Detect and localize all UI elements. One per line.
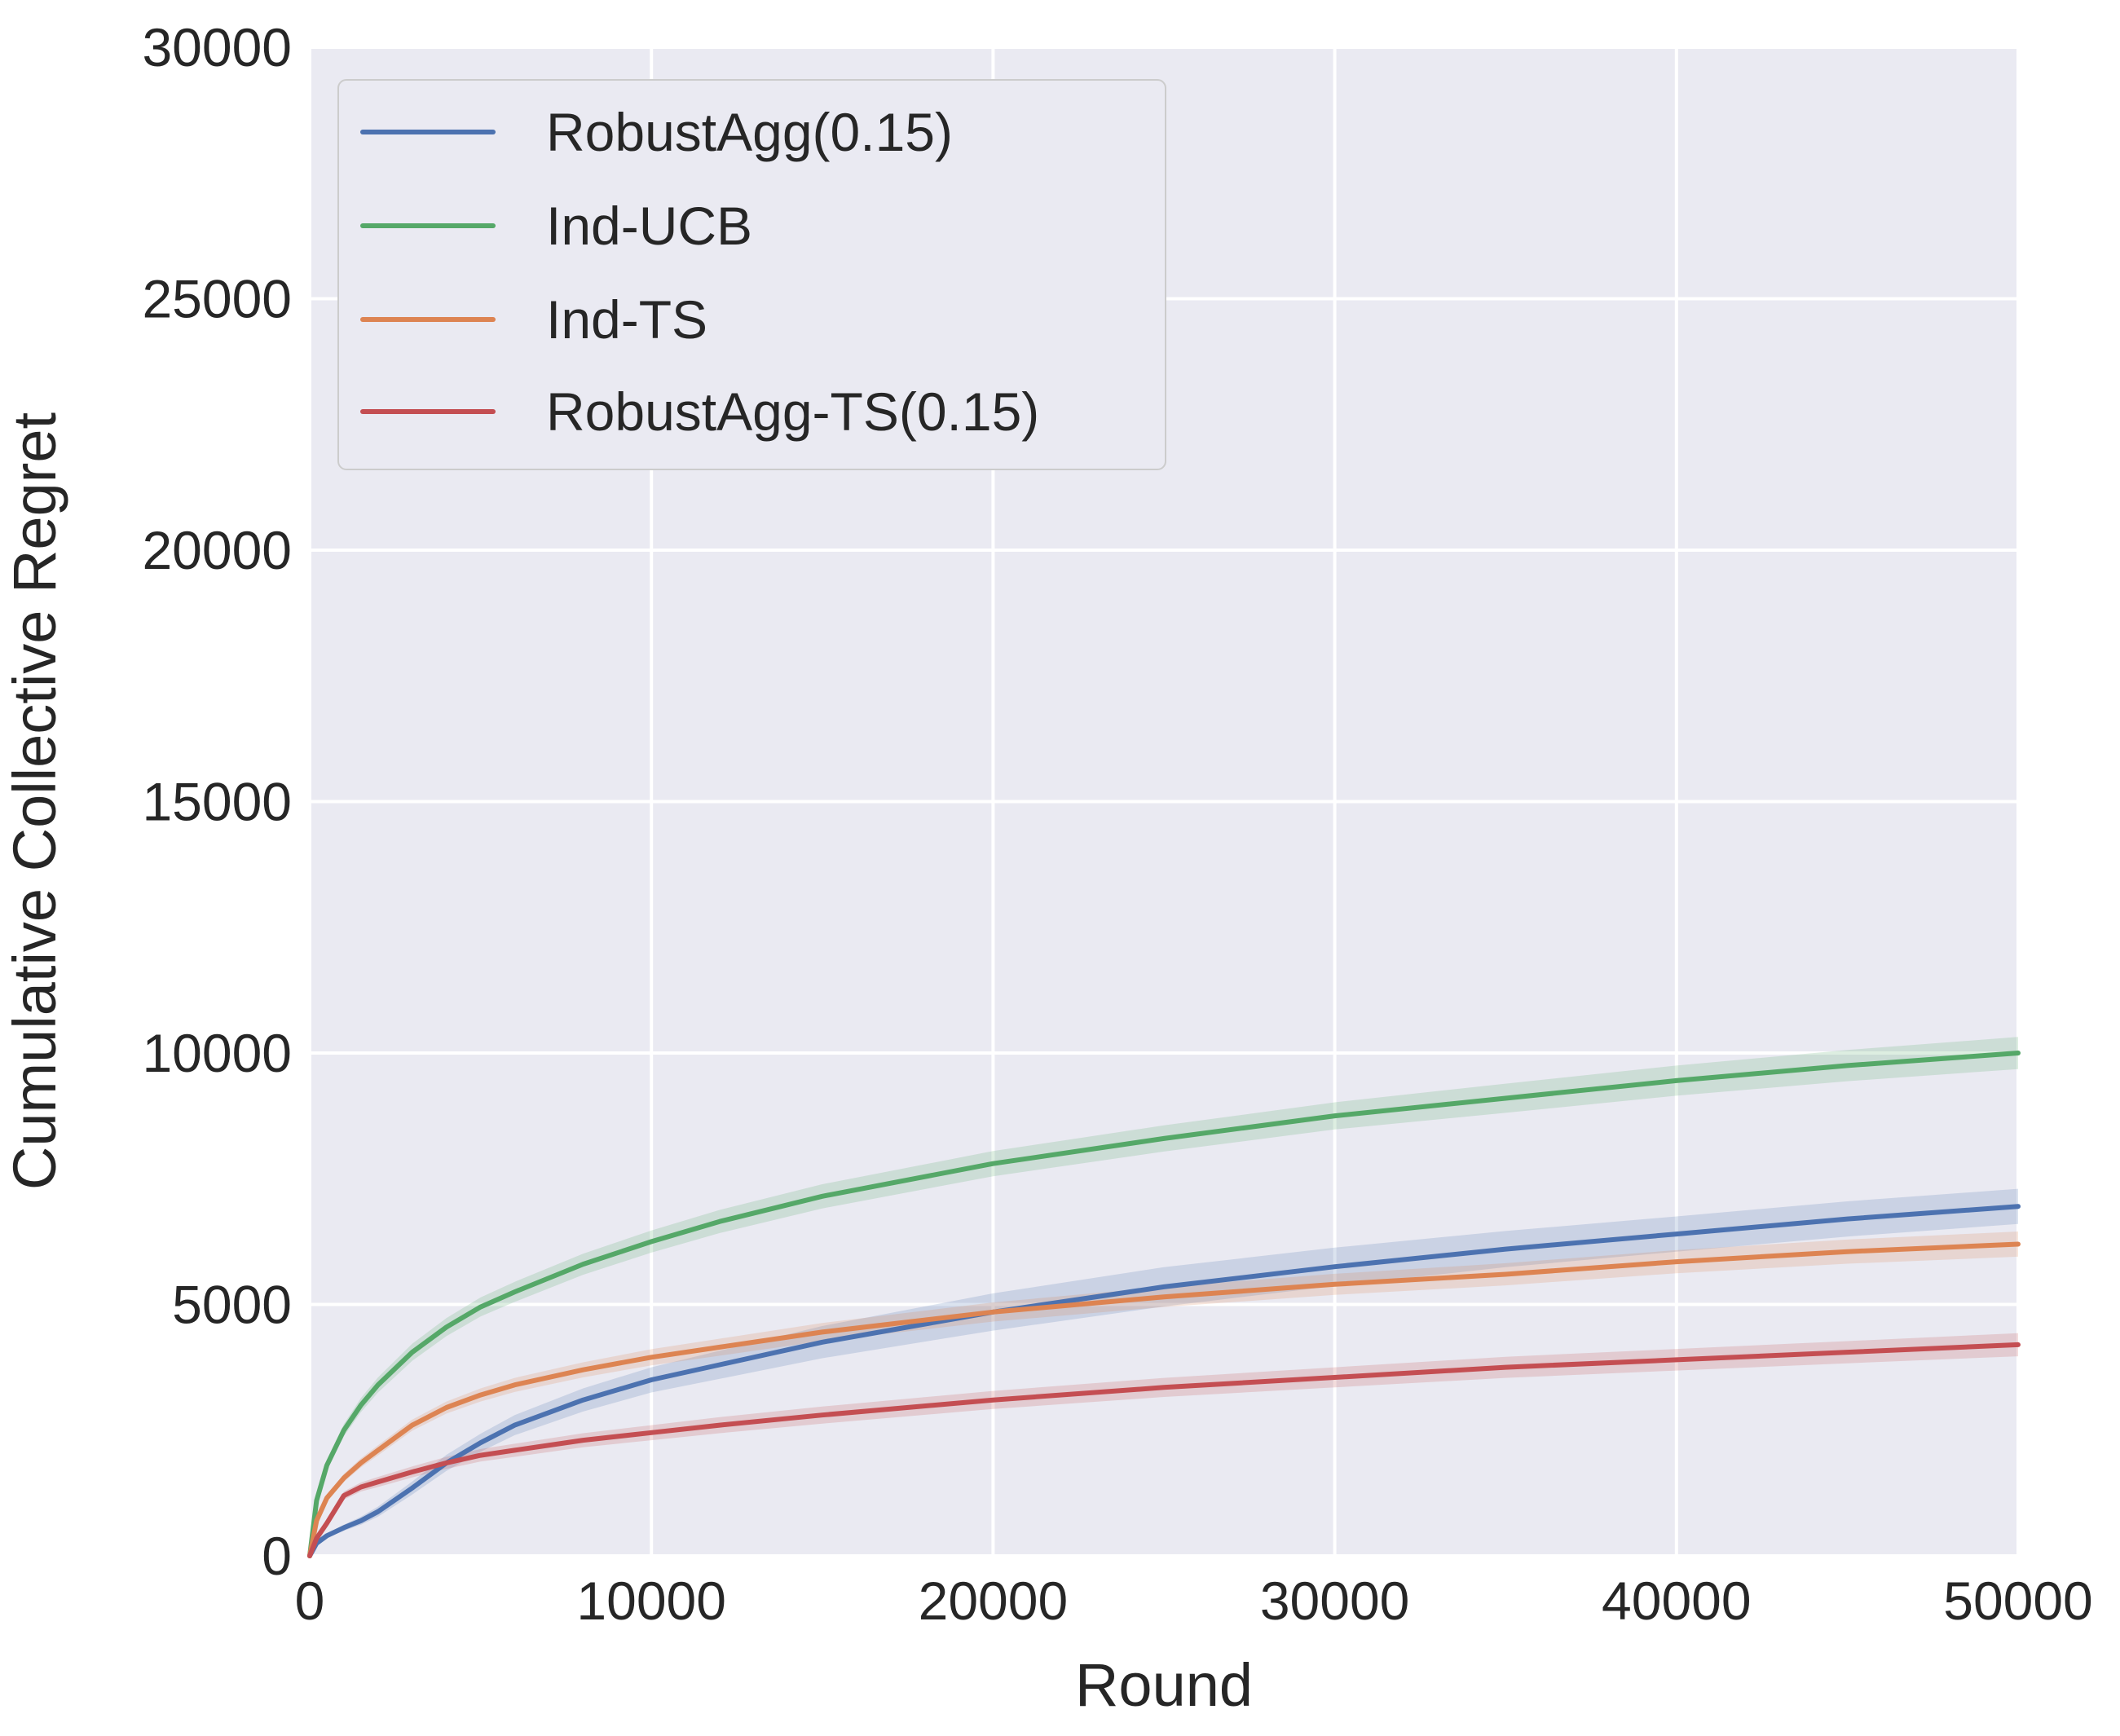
x-tick-label: 40000 bbox=[1602, 1571, 1752, 1631]
y-tick-label: 20000 bbox=[142, 520, 292, 580]
x-tick-label: 30000 bbox=[1260, 1571, 1410, 1631]
confidence-band-0 bbox=[310, 1188, 2018, 1556]
x-tick-label: 20000 bbox=[919, 1571, 1069, 1631]
legend-label-3: RobustAgg-TS(0.15) bbox=[546, 381, 1039, 442]
confidence-band-3 bbox=[310, 1333, 2018, 1556]
x-tick-label: 10000 bbox=[576, 1571, 726, 1631]
series-lines bbox=[307, 1051, 2021, 1558]
y-tick-label: 10000 bbox=[142, 1023, 292, 1083]
y-tick-labels: 0 5000 10000 15000 20000 25000 30000 bbox=[142, 17, 292, 1586]
y-tick-label: 5000 bbox=[172, 1275, 292, 1335]
series-line-0 bbox=[307, 1204, 2021, 1558]
series-line-3 bbox=[307, 1342, 2021, 1558]
series-line-1 bbox=[307, 1051, 2021, 1558]
y-tick-label: 30000 bbox=[142, 17, 292, 77]
legend-label-1: Ind-UCB bbox=[546, 196, 752, 256]
x-tick-label: 0 bbox=[295, 1571, 325, 1631]
series-line-2 bbox=[307, 1241, 2021, 1558]
x-axis-label: Round bbox=[1075, 1651, 1253, 1719]
legend: RobustAgg(0.15) Ind-UCB Ind-TS RobustAgg-TS… bbox=[337, 79, 1166, 470]
legend-label-0: RobustAgg(0.15) bbox=[546, 102, 953, 162]
x-tick-label: 50000 bbox=[1943, 1571, 2093, 1631]
x-tick-labels: 0 10000 20000 30000 40000 50000 bbox=[295, 1571, 2093, 1631]
y-tick-label: 0 bbox=[262, 1526, 292, 1586]
y-axis-label: Cumulative Collective Regret bbox=[1, 412, 68, 1190]
y-tick-label: 25000 bbox=[142, 269, 292, 329]
legend-label-2: Ind-TS bbox=[546, 289, 707, 350]
y-tick-label: 15000 bbox=[142, 772, 292, 832]
legend-box bbox=[337, 79, 1166, 470]
